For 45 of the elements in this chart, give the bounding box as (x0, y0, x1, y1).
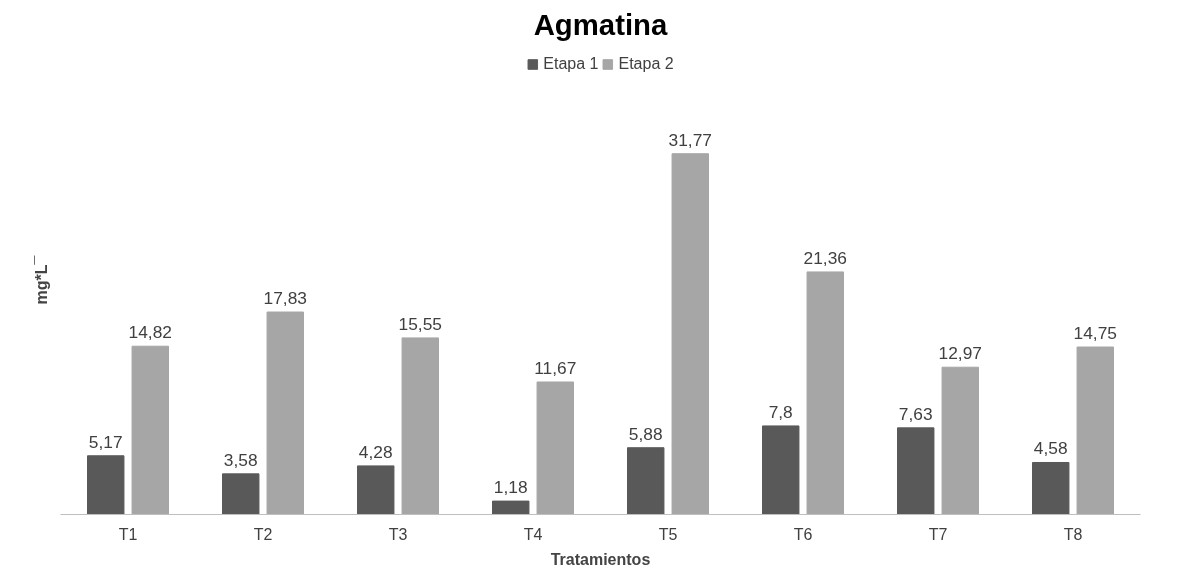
x-tick-label: T8 (1063, 525, 1083, 543)
bar (806, 271, 844, 515)
bar (1032, 461, 1070, 515)
data-label: 15,55 (398, 313, 442, 334)
bar (266, 311, 304, 515)
bar (762, 425, 800, 515)
data-label: 7,63 (898, 403, 933, 424)
bar (1076, 346, 1114, 515)
x-tick-label: T2 (253, 525, 273, 543)
bar (87, 455, 125, 515)
bar (897, 427, 935, 515)
data-label: 5,17 (88, 431, 123, 452)
bar (627, 447, 665, 515)
y-axis-title: mg*L¯ (32, 255, 50, 305)
data-label: 31,77 (668, 129, 712, 150)
chart-title: Agmatina (533, 7, 668, 41)
data-label: 3,58 (223, 449, 258, 470)
x-tick-label: T4 (523, 525, 543, 543)
x-tick-label: T5 (658, 525, 678, 543)
bar (401, 337, 439, 515)
bar (671, 153, 709, 515)
legend-label: Etapa 2 (618, 55, 674, 73)
data-label: 14,75 (1073, 323, 1117, 343)
data-label: 4,58 (1033, 438, 1068, 459)
x-tick-label: T1 (118, 525, 138, 543)
bar (941, 366, 979, 515)
data-label: 21,36 (803, 247, 847, 268)
data-label: 11,67 (534, 357, 577, 378)
legend-label: Etapa 1 (543, 55, 599, 73)
bar (131, 345, 169, 515)
data-label: 1,18 (493, 477, 528, 498)
data-label: 7,8 (768, 401, 793, 422)
x-tick-label: T6 (793, 525, 813, 543)
x-tick-label: T7 (928, 525, 948, 543)
bar (492, 500, 530, 515)
bar (536, 381, 574, 515)
bar (357, 465, 395, 515)
data-label: 4,28 (358, 441, 393, 462)
x-tick-label: T3 (388, 525, 408, 543)
data-label: 14,82 (128, 322, 172, 343)
data-label: 12,97 (938, 343, 982, 364)
data-label: 17,83 (263, 288, 307, 309)
data-label: 5,88 (628, 423, 663, 444)
bar (222, 473, 260, 515)
x-axis-title: Tratamientos (550, 550, 651, 568)
